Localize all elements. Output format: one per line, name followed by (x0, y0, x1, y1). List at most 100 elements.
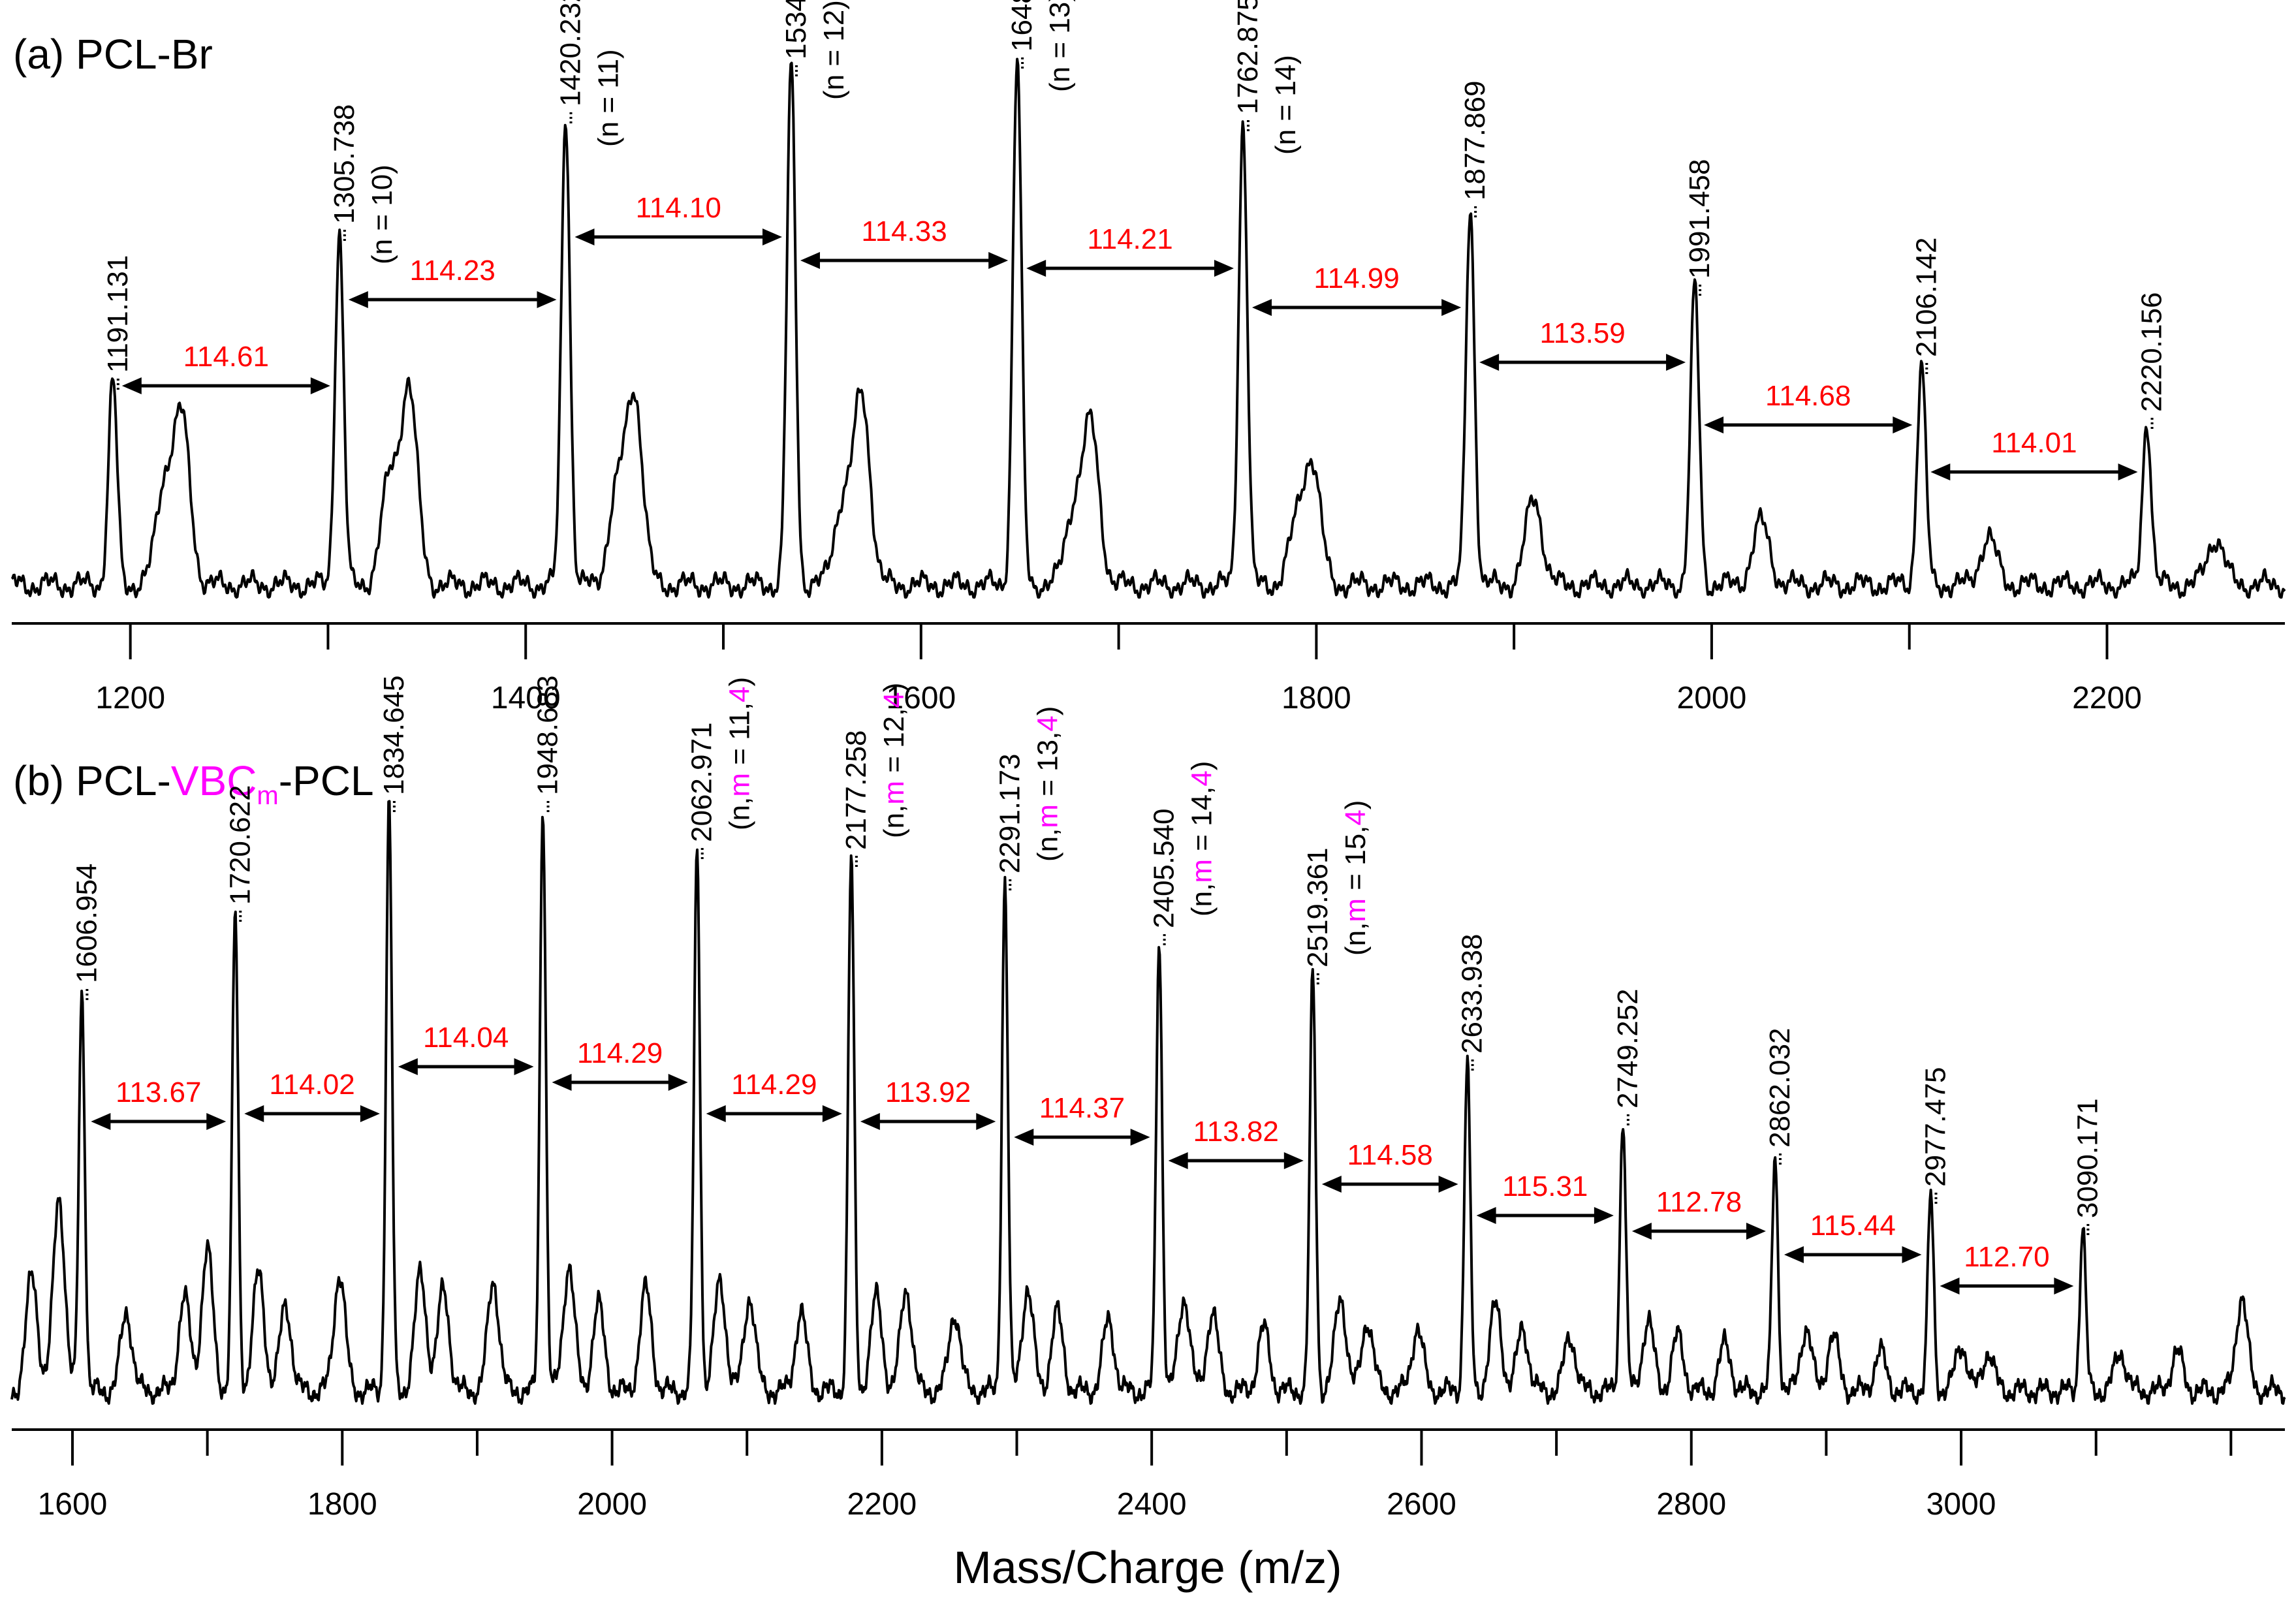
peak-mass-label: 1648.664 (1006, 0, 1038, 52)
x-tick-label: 2000 (1677, 681, 1747, 715)
arrow-head-right (206, 1113, 227, 1130)
spectrum-trace (10, 800, 2286, 1405)
peak-mass-label: 2106.142 (1910, 237, 1942, 357)
repeat-count-label: (n = 12) (818, 0, 850, 100)
label-part: = 11, (724, 702, 756, 773)
arrow-head-right (822, 1105, 842, 1122)
arrow-head-right (537, 291, 557, 308)
label-part: = 15, (1340, 826, 1372, 898)
x-tick-label: 1600 (38, 1487, 108, 1522)
arrow-head-right (2054, 1278, 2074, 1294)
arrow-head-right (1283, 1152, 1304, 1169)
panel-title: (a) PCL-Br (13, 31, 213, 78)
mass-difference-label: 114.04 (423, 1022, 509, 1054)
x-tick-label: 2200 (2072, 681, 2142, 715)
arrow-head-right (2118, 463, 2138, 480)
label-m-value: 4 (1031, 715, 1063, 731)
peak-mass-label: 1420.232 (554, 0, 586, 106)
repeat-count-label: (n,m = 15,4) (1340, 800, 1372, 956)
panel-title-part: m (257, 781, 278, 810)
arrow-head-right (668, 1074, 688, 1091)
x-tick-label: 1400 (491, 681, 561, 715)
peak-mass-label: 2749.252 (1612, 988, 1644, 1108)
peak-mass-label: 2519.361 (1302, 847, 1334, 967)
label-part: ) (724, 677, 756, 687)
arrow-head-left (1168, 1152, 1188, 1169)
arrow-head-right (310, 377, 330, 394)
peak-mass-label: 1534.334 (780, 0, 812, 59)
arrow-head-right (1214, 260, 1234, 277)
mass-difference-label: 113.67 (116, 1076, 201, 1108)
peak-mass-label: 1762.875 (1232, 0, 1264, 114)
peak-mass-label: 1877.869 (1459, 80, 1491, 200)
arrow-head-left (91, 1113, 111, 1130)
mass-difference-label: 112.78 (1656, 1186, 1742, 1218)
peak-mass-label: 2405.540 (1148, 808, 1180, 928)
mass-difference-label: 114.10 (636, 192, 721, 224)
arrow-head-left (552, 1074, 572, 1091)
label-m: m (1031, 804, 1063, 828)
mass-difference-label: 115.31 (1502, 1170, 1588, 1202)
peak-mass-label: 2977.475 (1920, 1067, 1952, 1187)
x-tick-label: 1200 (95, 681, 165, 715)
label-part: (n, (1340, 922, 1372, 956)
panel-title: (b) PCL-VBCm-PCL (13, 757, 374, 810)
mass-difference-label: 114.29 (731, 1069, 817, 1101)
arrow-head-left (121, 377, 142, 394)
peak-mass-label: 2633.938 (1456, 933, 1488, 1054)
repeat-count-label: (n,m = 13,4) (1031, 706, 1063, 862)
mass-difference-label: 113.59 (1539, 317, 1625, 349)
arrow-head-right (1441, 299, 1462, 316)
arrow-head-right (514, 1058, 534, 1075)
arrow-head-right (1438, 1176, 1458, 1193)
peak-mass-label: 1720.622 (224, 785, 256, 905)
arrow-head-left (348, 291, 368, 308)
arrow-head-left (1930, 463, 1951, 480)
label-part: (n, (724, 797, 756, 830)
arrow-head-left (398, 1058, 418, 1075)
label-part: (n, (878, 805, 910, 838)
x-tick-label: 3000 (1926, 1487, 1996, 1522)
panel-title-part: -PCL (279, 757, 374, 804)
x-axis-label: Mass/Charge (m/z) (953, 1542, 1342, 1593)
x-tick-label: 2600 (1387, 1487, 1456, 1522)
arrow-head-right (1902, 1246, 1922, 1263)
arrow-head-left (1321, 1176, 1342, 1193)
label-part: ) (1186, 761, 1218, 771)
label-m-value: 4 (1186, 770, 1218, 786)
arrow-head-right (1893, 416, 1913, 433)
label-m: m (1186, 859, 1218, 883)
x-tick-label: 1600 (886, 681, 956, 715)
label-m: m (724, 773, 756, 797)
spectrum-trace (10, 57, 2286, 599)
arrow-head-left (574, 228, 595, 245)
x-tick-label: 1800 (307, 1487, 377, 1522)
repeat-count-label: (n,m = 11,4) (724, 677, 756, 830)
x-tick-label: 1800 (1282, 681, 1351, 715)
mass-difference-label: 112.70 (1964, 1241, 2049, 1273)
panel-b-chart: 1600 1800 2000 2200 2400 2600 2800 3000 (b) PCL-… (10, 675, 2286, 1522)
label-part: (n, (1031, 828, 1063, 862)
label-part: ) (1031, 706, 1063, 716)
mass-difference-label: 114.58 (1347, 1139, 1433, 1171)
x-tick-label: 2200 (847, 1487, 917, 1522)
repeat-count-label: (n,m = 14,4) (1186, 761, 1218, 917)
panel-a-chart: 1200 1400 1600 1800 2000 2200 (a) PCL-Br 1191.1… (10, 0, 2286, 715)
arrow-head-left (1631, 1223, 1652, 1240)
arrow-head-left (1704, 416, 1724, 433)
label-part: (n, (1186, 883, 1218, 917)
label-m-value: 4 (878, 692, 910, 708)
peak-mass-label: 2220.156 (2136, 292, 2168, 412)
mass-difference-label: 114.23 (410, 255, 495, 287)
label-part: = 14, (1186, 787, 1218, 859)
mass-difference-label: 115.44 (1810, 1210, 1896, 1242)
arrow-head-right (1594, 1207, 1614, 1224)
mass-difference-label: 114.99 (1313, 262, 1399, 294)
peak-mass-label: 1606.954 (71, 863, 102, 983)
repeat-count-label: (n,m = 12,4) (878, 683, 910, 838)
peak-mass-label: 3090.171 (2071, 1098, 2103, 1218)
peak-mass-label: 2862.032 (1764, 1027, 1796, 1148)
peak-mass-label: 1191.131 (102, 255, 134, 373)
arrow-head-left (1251, 299, 1272, 316)
